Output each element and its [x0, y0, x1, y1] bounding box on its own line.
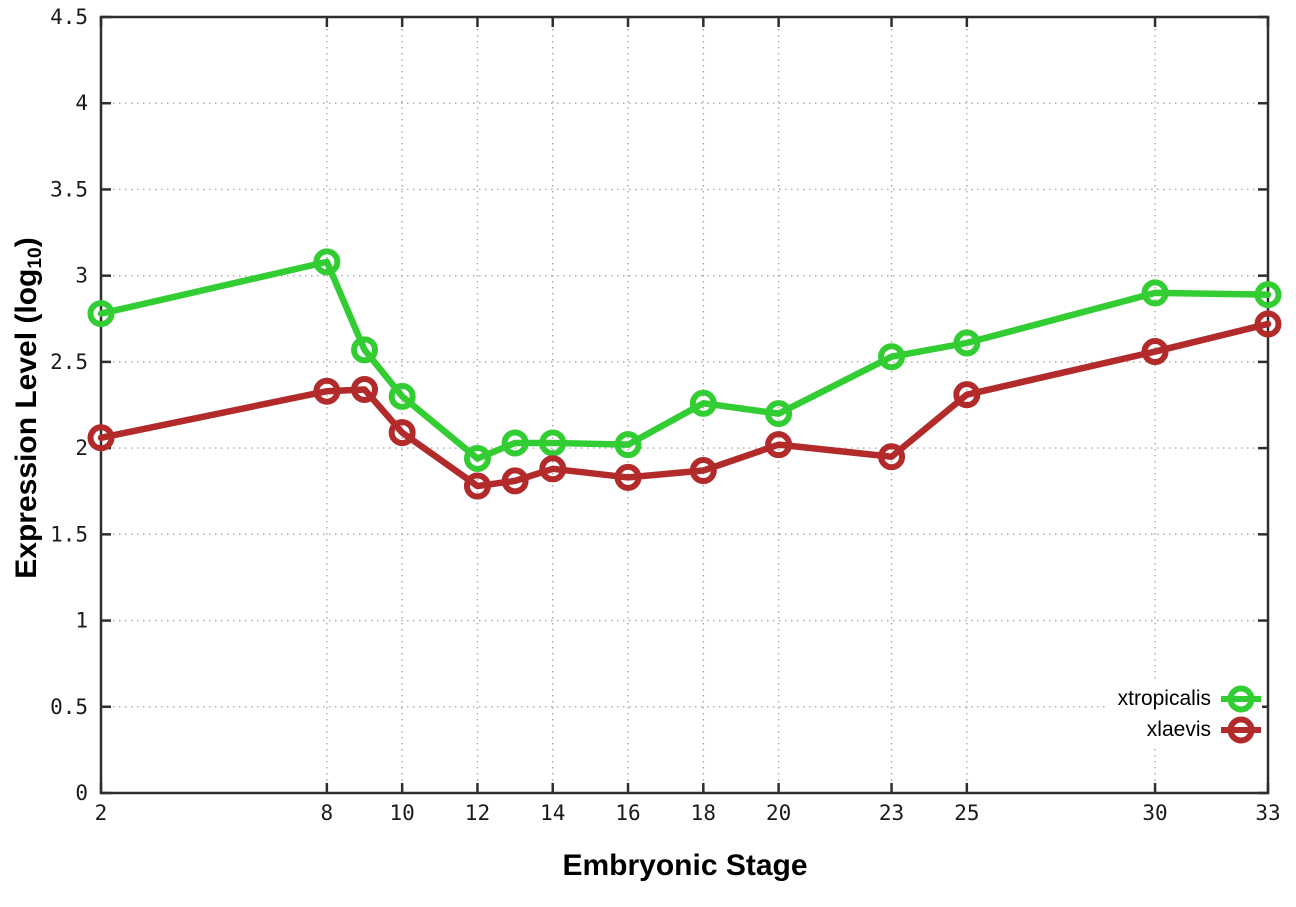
y-axis-title-suffix: )	[10, 237, 43, 248]
y-axis-title-subscript: 10	[24, 247, 46, 269]
data-point-xlaevis	[1254, 310, 1282, 338]
x-tick-label: 8	[321, 801, 334, 825]
data-point-xtropicalis	[501, 429, 529, 457]
legend-item-xlaevis: xlaevis	[1118, 714, 1262, 745]
data-point-xlaevis	[765, 431, 793, 459]
data-point-xtropicalis	[87, 300, 115, 328]
data-point-xtropicalis	[463, 444, 491, 472]
y-tick-label: 2.5	[50, 350, 88, 374]
x-tick-label: 10	[390, 801, 415, 825]
data-point-xlaevis	[87, 424, 115, 452]
data-point-xtropicalis	[351, 336, 379, 364]
x-tick-label: 16	[615, 801, 640, 825]
data-point-xlaevis	[501, 467, 529, 495]
legend-label: xtropicalis	[1117, 687, 1211, 710]
xlaevis-series-marker-icon	[1221, 716, 1261, 743]
y-axis-title-prefix: Expression Level (log	[10, 268, 43, 579]
data-point-xlaevis	[878, 443, 906, 471]
x-tick-label: 30	[1142, 801, 1167, 825]
data-point-xtropicalis	[953, 329, 981, 357]
y-tick-label: 3	[75, 264, 88, 288]
data-point-xtropicalis	[614, 431, 642, 459]
y-tick-label: 0	[75, 781, 88, 805]
x-tick-label: 14	[540, 801, 565, 825]
data-point-xtropicalis	[388, 382, 416, 410]
data-point-xlaevis	[463, 472, 491, 500]
y-tick-label: 1.5	[50, 522, 88, 546]
y-tick-label: 0.5	[50, 695, 88, 719]
data-point-xtropicalis	[1254, 281, 1282, 309]
series-line-xlaevis	[97, 320, 1272, 490]
legend-label: xlaevis	[1146, 718, 1211, 741]
data-point-xlaevis	[313, 377, 341, 405]
data-point-xtropicalis	[878, 343, 906, 371]
y-tick-label: 1	[75, 609, 88, 633]
x-tick-label: 18	[691, 801, 716, 825]
data-point-xlaevis	[614, 463, 642, 491]
data-point-xlaevis	[953, 381, 981, 409]
legend-item-xtropicalis: xtropicalis	[1118, 683, 1262, 714]
x-tick-label: 33	[1255, 801, 1280, 825]
x-axis-title: Embryonic Stage	[562, 849, 808, 882]
data-point-xtropicalis	[765, 400, 793, 428]
data-point-xlaevis	[689, 457, 717, 485]
chart-legend: xtropicalis xlaevis	[1105, 683, 1262, 745]
y-axis-title: Expression Level (log10)	[10, 237, 46, 579]
x-tick-label: 20	[766, 801, 791, 825]
y-tick-label: 2	[75, 436, 88, 460]
x-tick-label: 23	[879, 801, 904, 825]
y-tick-label: 3.5	[50, 177, 88, 201]
data-point-xlaevis	[539, 455, 567, 483]
data-point-xlaevis	[1141, 338, 1169, 366]
xtropicalis-series-marker-icon	[1221, 685, 1261, 712]
y-tick-label: 4.5	[50, 5, 88, 29]
data-point-xtropicalis	[1141, 279, 1169, 307]
x-tick-label: 12	[465, 801, 490, 825]
series-line-xtropicalis	[97, 258, 1272, 462]
plot-border	[99, 15, 1270, 795]
x-tick-label: 25	[954, 801, 979, 825]
data-point-xtropicalis	[689, 389, 717, 417]
x-tick-label: 2	[95, 801, 108, 825]
y-tick-label: 4	[75, 91, 88, 115]
data-point-xlaevis	[351, 375, 379, 403]
data-point-xlaevis	[388, 419, 416, 447]
data-point-xtropicalis	[539, 429, 567, 457]
data-point-xtropicalis	[313, 248, 341, 276]
